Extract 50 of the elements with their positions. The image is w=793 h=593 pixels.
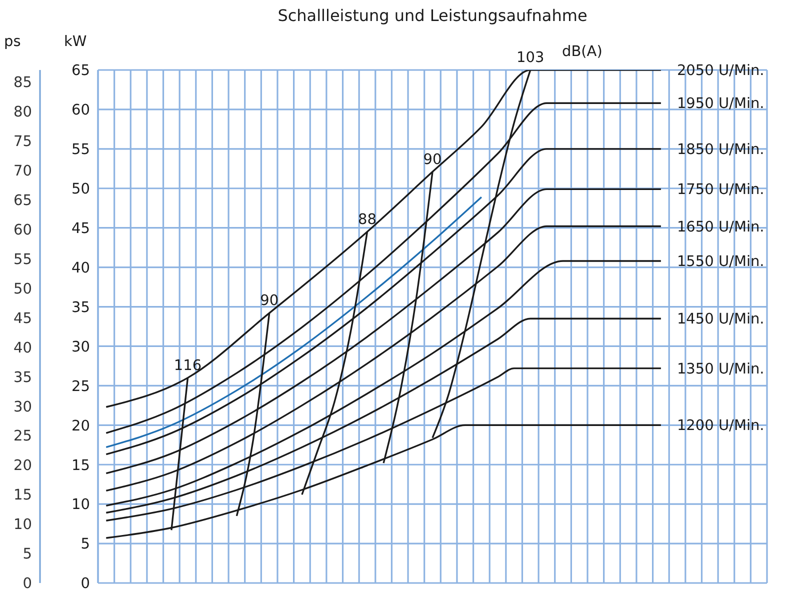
series-label: 1200 U/Min. xyxy=(676,418,764,434)
y2-tick-label: 70 xyxy=(14,163,32,180)
y2-tick-label: 15 xyxy=(14,488,32,504)
series-label: 1850 U/Min. xyxy=(676,142,764,158)
y2-tick-label: 55 xyxy=(14,252,32,268)
y-tick-label: 65 xyxy=(72,63,90,80)
y-tick-label: 5 xyxy=(80,536,90,553)
series-label: 103 xyxy=(516,50,544,66)
y2-tick-label: 10 xyxy=(14,517,32,534)
y-tick-label: 35 xyxy=(72,300,90,316)
series-label: 1350 U/Min. xyxy=(676,361,764,378)
y-tick-label: 15 xyxy=(72,458,90,474)
y2-tick-label: 85 xyxy=(14,74,32,91)
series-label: 1650 U/Min. xyxy=(676,219,764,236)
y2-tick-label: 0 xyxy=(22,576,32,592)
y2-tick-label: 50 xyxy=(14,281,32,298)
y2-tick-label: 20 xyxy=(14,458,32,474)
y2-tick-label: 80 xyxy=(14,104,32,120)
y2-tick-label: 30 xyxy=(14,399,32,416)
series-label: 1450 U/Min. xyxy=(676,312,764,328)
y2-axis-title: ps xyxy=(4,34,21,50)
y2-tick-label: 60 xyxy=(14,222,32,238)
series-label: 90 xyxy=(260,293,279,310)
y2-tick-label: 40 xyxy=(14,340,32,356)
series-label: 1950 U/Min. xyxy=(676,96,764,112)
y2-tick-label: 45 xyxy=(14,310,32,327)
text: dB(A) xyxy=(562,44,602,60)
y-tick-label: 0 xyxy=(80,576,90,592)
y-axis-title: kW xyxy=(64,34,87,50)
y2-tick-label: 5 xyxy=(22,546,32,563)
series-label: 116 xyxy=(174,358,202,374)
series-label: 88 xyxy=(358,212,376,228)
y-tick-label: 55 xyxy=(72,142,90,158)
series-label: 2050 U/Min. xyxy=(676,63,764,79)
series-label: 1750 U/Min. xyxy=(676,182,764,198)
y2-tick-label: 65 xyxy=(14,192,32,209)
y2-tick-label: 25 xyxy=(14,428,32,445)
y-tick-label: 60 xyxy=(72,102,90,119)
y-tick-label: 20 xyxy=(72,418,90,434)
y2-tick-label: 75 xyxy=(14,134,32,150)
series-label: 1550 U/Min. xyxy=(676,254,764,270)
y2-tick-label: 35 xyxy=(14,370,32,386)
y-tick-label: 50 xyxy=(72,182,90,198)
y-tick-label: 40 xyxy=(72,260,90,276)
y-tick-label: 30 xyxy=(72,339,90,356)
y-tick-label: 45 xyxy=(72,220,90,237)
series-label: 90 xyxy=(423,152,442,168)
chart-title: Schallleistung und Leistungsaufnahme xyxy=(276,6,588,25)
y-tick-label: 10 xyxy=(72,497,90,514)
y-tick-label: 25 xyxy=(72,378,90,395)
